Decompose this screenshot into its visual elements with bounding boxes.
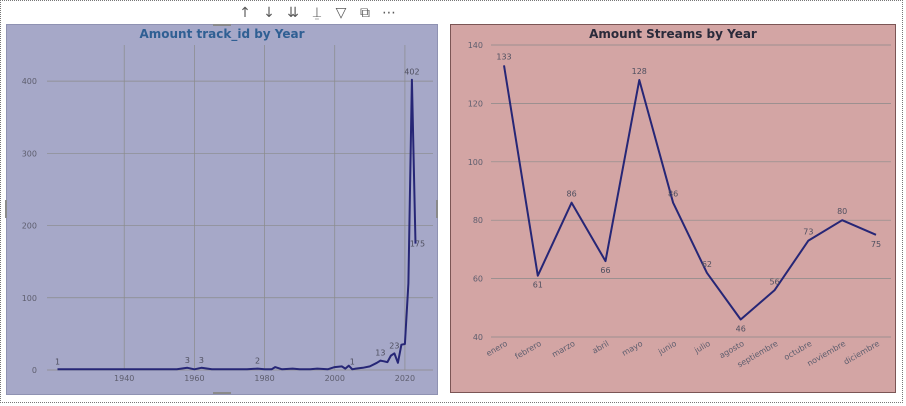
series-line	[503, 65, 877, 321]
data-label: 56	[769, 277, 779, 286]
y-tick-label: 40	[473, 333, 483, 342]
double-arrow-down-icon[interactable]: ⇊	[287, 5, 299, 21]
resize-handle-top[interactable]	[213, 24, 231, 26]
x-tick-label: julio	[692, 339, 712, 356]
x-tick-label: marzo	[550, 339, 576, 359]
y-tick-label: 100	[22, 294, 37, 303]
streams-line-chart: 40 60 80 100 120 140 enero febrero marzo abril may…	[468, 41, 891, 369]
arrow-down-icon[interactable]: ↓	[263, 5, 275, 21]
y-tick-label: 400	[22, 77, 37, 86]
expand-hierarchy-icon[interactable]: ⍊	[312, 5, 322, 21]
y-tick-label: 0	[32, 366, 37, 375]
x-tick-label: noviembre	[806, 339, 848, 368]
x-tick-label: agosto	[718, 339, 746, 360]
data-label: 175	[410, 240, 425, 249]
data-label: 66	[600, 266, 610, 275]
resize-handle-right[interactable]	[436, 200, 438, 218]
y-tick-label: 120	[468, 99, 483, 108]
track-id-by-year-visual[interactable]: Amount track_id by Year 1940 1960 1980 2000…	[5, 24, 438, 395]
chart-title-streams: Amount Streams by Year	[589, 27, 757, 41]
data-label: 1	[350, 357, 355, 366]
resize-handle-left[interactable]	[5, 200, 7, 218]
series-line	[57, 78, 417, 371]
data-label: 3	[199, 356, 204, 365]
x-tick-label: 2020	[395, 374, 415, 383]
streams-by-year-visual[interactable]: Amount Streams by Year 40 60 80 100 120 140 en…	[450, 24, 896, 393]
data-label: 62	[702, 260, 712, 269]
data-label: 23	[389, 341, 399, 350]
data-label: 2	[255, 357, 260, 366]
x-tick-label: 2000	[325, 374, 345, 383]
focus-mode-icon[interactable]: ⧉	[360, 5, 370, 21]
x-tick-label: enero	[485, 339, 509, 358]
data-label: 73	[803, 228, 813, 237]
data-label: 75	[871, 240, 881, 249]
x-tick-label: junio	[656, 339, 678, 357]
x-tick-label: mayo	[620, 339, 644, 358]
y-tick-label: 80	[473, 216, 483, 225]
data-label: 80	[837, 207, 847, 216]
chart-title-track-id: Amount track_id by Year	[139, 27, 305, 41]
data-label: 402	[404, 68, 419, 77]
data-label: 133	[496, 52, 511, 61]
x-tick-label: febrero	[513, 339, 543, 361]
data-label: 86	[668, 190, 678, 199]
data-label: 1	[55, 357, 60, 366]
data-label: 86	[567, 190, 577, 199]
filter-icon[interactable]: ▽	[335, 5, 347, 21]
arrow-up-icon[interactable]: ↑	[239, 5, 251, 21]
y-tick-label: 100	[468, 158, 483, 167]
y-tick-label: 140	[468, 41, 483, 50]
x-tick-label: 1960	[184, 374, 204, 383]
x-tick-label: diciembre	[842, 339, 881, 367]
data-label: 128	[632, 67, 647, 76]
data-label: 61	[533, 281, 543, 290]
data-label: 46	[736, 324, 746, 333]
more-options-icon[interactable]: ⋯	[382, 5, 396, 21]
data-label: 3	[185, 356, 190, 365]
x-tick-label: 1940	[114, 374, 134, 383]
x-tick-label: abril	[591, 339, 611, 356]
y-tick-label: 300	[22, 149, 37, 158]
y-tick-label: 200	[22, 222, 37, 231]
resize-handle-bottom[interactable]	[213, 392, 231, 394]
data-label: 13	[375, 349, 385, 358]
visual-header-toolbar: ↑ ↓ ⇊ ⍊ ▽ ⧉ ⋯	[238, 3, 396, 23]
x-tick-label: 1980	[254, 374, 274, 383]
y-tick-label: 60	[473, 275, 483, 284]
